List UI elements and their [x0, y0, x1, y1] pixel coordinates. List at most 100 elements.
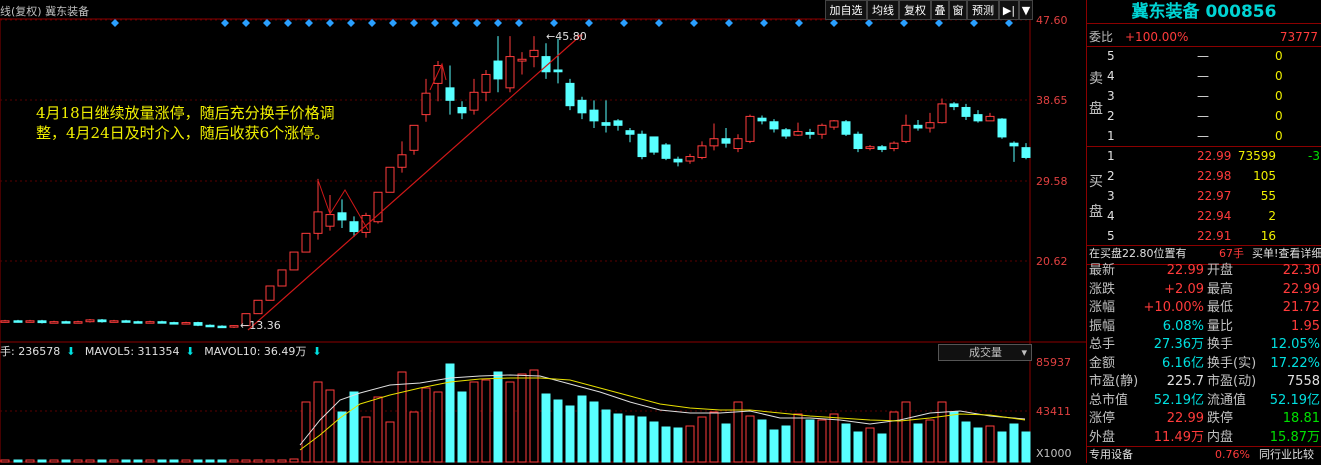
candle-body: [637, 133, 647, 158]
volume-bar: [853, 431, 863, 463]
quote-row: 市盈(静) 225.7 市盈(动) 7558: [1087, 373, 1321, 391]
volume-bar: [109, 459, 119, 463]
window-button[interactable]: 窗: [949, 0, 967, 20]
volume-bar: [457, 391, 467, 463]
quote-label: 跌停: [1207, 411, 1234, 426]
candle-body: [1021, 147, 1031, 158]
candle-body: [817, 124, 827, 135]
kline-chart[interactable]: 47.60 38.65 29.58 20.62 85937 43411 X1000 ←45.8…: [0, 0, 1086, 463]
indicator-select[interactable]: 成交量 ▾: [938, 344, 1032, 361]
event-marker: [690, 19, 698, 27]
overlay-button[interactable]: 叠: [931, 0, 949, 20]
volume-bar: [589, 401, 599, 463]
view-detail-link[interactable]: 买单!查看详细: [1252, 247, 1321, 260]
price-tick: 38.65: [1036, 94, 1068, 107]
volume-bar: [445, 363, 455, 463]
event-marker: [368, 19, 376, 27]
quote-value: 22.30: [1282, 263, 1320, 278]
separator: [1087, 446, 1321, 447]
volume-bar: [421, 387, 431, 463]
candle-body: [313, 211, 323, 234]
adjust-button[interactable]: 复权: [899, 0, 931, 20]
volume-tick: 43411: [1036, 405, 1071, 418]
event-marker: [347, 19, 355, 27]
buy-price: 22.91: [1197, 229, 1232, 243]
volume-bar: [625, 415, 635, 463]
buy-volume: 73599: [1237, 149, 1276, 163]
candle-body: [961, 106, 971, 117]
volume-bar: [265, 459, 275, 463]
candle-body: [97, 319, 107, 323]
goto-end-button[interactable]: ▶|: [999, 0, 1019, 20]
industry-compare-link[interactable]: 同行业比较: [1259, 448, 1314, 461]
ma-button[interactable]: 均线: [867, 0, 899, 20]
quote-row: 涨跌 +2.09 最高 22.99: [1087, 281, 1321, 299]
buy-row: 1 22.99 73599 -3: [1087, 146, 1321, 166]
quote-value: 52.19亿: [1269, 392, 1320, 408]
volume-bar: [649, 421, 659, 463]
volume-bar: [397, 371, 407, 463]
buy-row: 3 22.97 55: [1087, 186, 1321, 206]
event-marker: [242, 19, 250, 27]
quote-row: 金额 6.16亿 换手(实) 17.22%: [1087, 355, 1321, 373]
volume-bar: [553, 399, 563, 463]
event-marker: [111, 19, 119, 27]
volume-bar: [481, 379, 491, 463]
volume-bar: [25, 459, 35, 463]
quote-panel: 冀东装备 000856 委比 +100.00% 73777 卖盘 5—0 4—0 3—0 2—…: [1086, 0, 1321, 463]
price-tick: 20.62: [1036, 255, 1068, 268]
volume-bar: [925, 419, 935, 463]
buy-price: 22.99: [1197, 149, 1232, 163]
volume-bar: [961, 421, 971, 463]
candle-body: [1009, 142, 1019, 147]
quote-label: 流通值: [1207, 392, 1247, 408]
sell-label: 卖: [1089, 71, 1103, 87]
volume-bar: [913, 423, 923, 463]
quote-value: 11.49万: [1153, 429, 1204, 445]
candle-body: [481, 73, 491, 93]
candle-body: [721, 138, 731, 144]
quote-value: 15.87万: [1269, 429, 1320, 445]
candle-body: [829, 120, 839, 128]
candle-body: [901, 124, 911, 142]
volume-bar: [577, 395, 587, 463]
buy-level: 2: [1107, 169, 1115, 183]
candle-body: [445, 87, 455, 101]
buy-volume: 16: [1260, 229, 1276, 243]
quote-value: +10.00%: [1143, 300, 1204, 315]
trend-line: [247, 35, 581, 331]
candle-body: [577, 99, 587, 114]
candle-body: [133, 321, 143, 324]
quote-row: 最新 22.99 开盘 22.30: [1087, 262, 1321, 280]
quote-label: 最新: [1089, 263, 1116, 278]
volume-bar: [193, 459, 203, 463]
volume-bar: [73, 459, 83, 463]
volume-bar: [973, 427, 983, 463]
candle-body: [361, 214, 371, 233]
add-favorite-button[interactable]: 加自选: [825, 0, 867, 20]
mavol10-label: MAVOL10: 36.49万: [204, 345, 307, 358]
candle-body: [85, 319, 95, 323]
candle-body: [709, 138, 719, 147]
sell-level: 1: [1107, 129, 1115, 143]
candle-body: [433, 65, 443, 84]
forecast-button[interactable]: 预测: [967, 0, 999, 20]
buy-level: 3: [1107, 189, 1115, 203]
candle-body: [541, 56, 551, 73]
volume-bar: [829, 413, 839, 463]
quote-row: 外盘 11.49万 内盘 15.87万: [1087, 429, 1321, 447]
candle-body: [25, 320, 35, 323]
volume-bar: [757, 419, 767, 463]
quote-label: 总手: [1089, 337, 1116, 352]
dropdown-button[interactable]: ▼: [1019, 0, 1033, 20]
separator: [1087, 46, 1321, 47]
candle-body: [949, 103, 959, 108]
candle-body: [745, 115, 755, 142]
candle-body: [493, 60, 503, 80]
candle-body: [109, 320, 119, 323]
volume-bar: [37, 459, 47, 463]
sell-price: —: [1197, 109, 1209, 123]
quote-value: 22.99: [1166, 411, 1204, 426]
sell-price: —: [1197, 49, 1209, 63]
quote-value: 22.99: [1166, 263, 1204, 278]
